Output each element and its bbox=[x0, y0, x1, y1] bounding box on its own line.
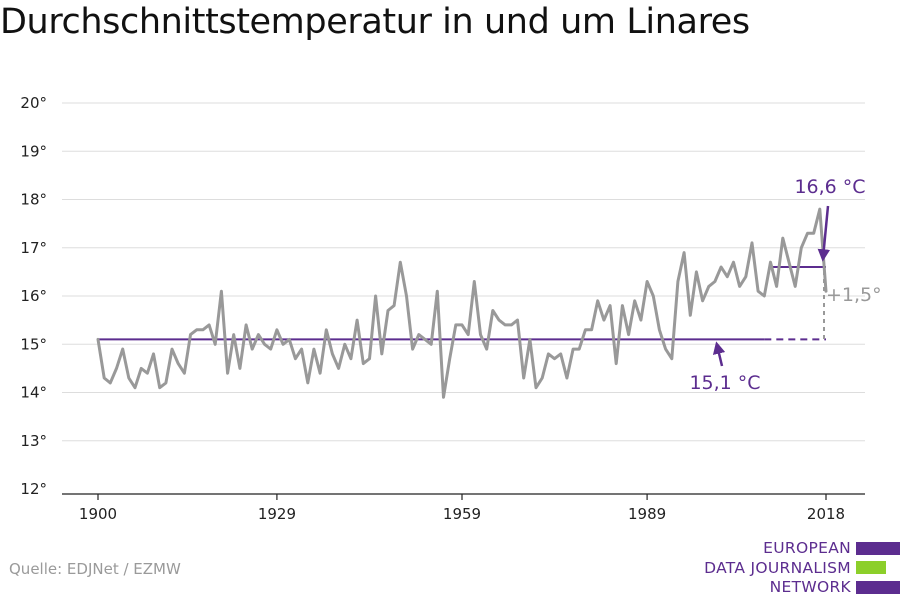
baseline-mean-arrow bbox=[712, 341, 726, 367]
logo-line-3: NETWORK bbox=[769, 578, 851, 596]
grid-lines bbox=[62, 102, 865, 442]
series-layer bbox=[96, 207, 828, 399]
x-tick-label: 1959 bbox=[443, 505, 481, 523]
y-tick-label: 14° bbox=[20, 384, 47, 402]
logo-line-2: DATA JOURNALISM bbox=[704, 558, 851, 577]
y-tick-label: 17° bbox=[20, 239, 47, 257]
y-tick-label: 18° bbox=[20, 191, 47, 209]
difference-label: +1,5° bbox=[826, 284, 882, 306]
logo-bar-1 bbox=[856, 542, 900, 555]
chart-title: Durchschnittstemperatur in und um Linare… bbox=[0, 2, 750, 42]
annotations: 16,6 °C 15,1 °C +1,5° bbox=[689, 176, 881, 394]
logo-bar-3 bbox=[856, 581, 900, 594]
x-tick-label: 1989 bbox=[628, 505, 666, 523]
y-tick-label: 16° bbox=[20, 287, 47, 305]
logo-line-1: EUROPEAN bbox=[763, 539, 851, 557]
temperature-series-line bbox=[96, 207, 828, 399]
x-tick-label: 1929 bbox=[258, 505, 296, 523]
y-tick-label: 20° bbox=[20, 94, 47, 112]
edjnet-logo[interactable]: EUROPEAN DATA JOURNALISM NETWORK bbox=[690, 539, 900, 597]
x-tick-label: 1900 bbox=[79, 505, 117, 523]
y-tick-label: 15° bbox=[20, 335, 47, 353]
recent-mean-arrow bbox=[817, 205, 831, 262]
logo-bar-2 bbox=[856, 561, 886, 574]
baseline-mean-label: 15,1 °C bbox=[689, 372, 760, 394]
x-tick-label: 2018 bbox=[807, 505, 845, 523]
source-note: Quelle: EDJNet / EZMW bbox=[9, 560, 181, 578]
x-axis: 1900 1929 1959 1989 2018 bbox=[62, 493, 865, 523]
logo-text: EUROPEAN DATA JOURNALISM NETWORK bbox=[704, 539, 851, 598]
y-axis-ticks: 12° 13° 14° 15° 16° 17° 18° 19° 20° bbox=[20, 94, 47, 498]
y-tick-label: 19° bbox=[20, 142, 47, 160]
y-tick-label: 12° bbox=[20, 480, 47, 498]
y-tick-label: 13° bbox=[20, 432, 47, 450]
recent-mean-label: 16,6 °C bbox=[794, 176, 865, 198]
